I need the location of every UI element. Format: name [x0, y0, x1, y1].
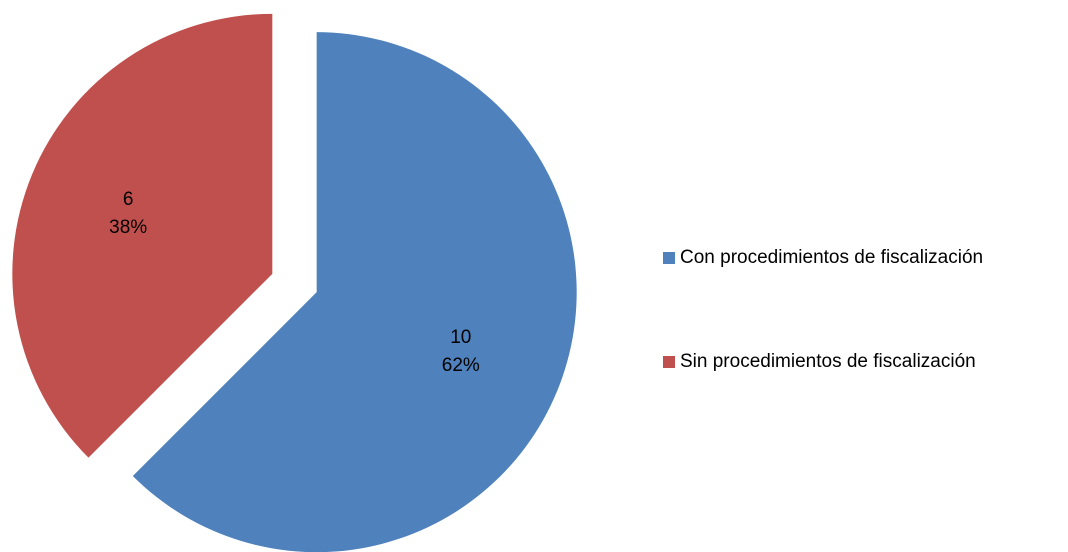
- legend-label: Con procedimientos de fiscalización: [680, 247, 983, 268]
- percent-label: 38%: [109, 217, 147, 238]
- legend-swatch: [663, 356, 675, 368]
- percent-label: 62%: [442, 355, 480, 376]
- legend-swatch: [663, 252, 675, 264]
- data-label: 10: [450, 327, 471, 348]
- pie-slice: [12, 13, 273, 458]
- data-label: 6: [123, 189, 134, 210]
- legend-label: Sin procedimientos de fiscalización: [680, 351, 976, 372]
- pie-slice: [132, 32, 577, 552]
